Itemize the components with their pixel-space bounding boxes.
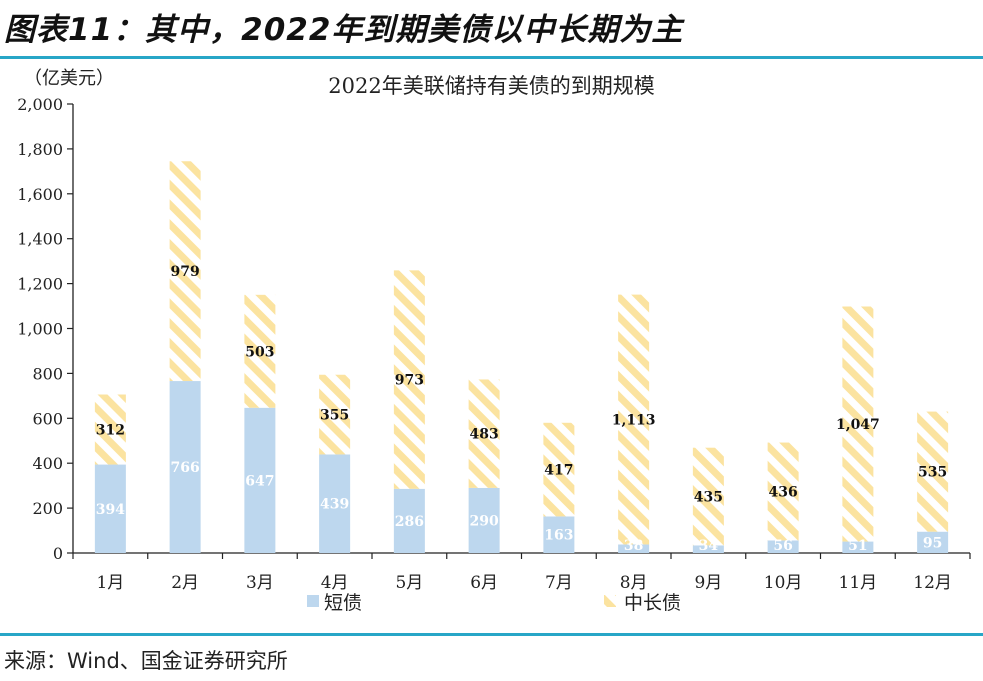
bar-long-term: [94, 394, 126, 465]
data-label-long-term: 436: [769, 484, 798, 500]
chart-legend: 短债 中长债: [307, 592, 681, 614]
data-label-long-term: 417: [544, 463, 573, 479]
bar-short-term: [393, 488, 425, 553]
data-label-long-term: 483: [470, 427, 499, 443]
bar-short-term: [169, 381, 201, 553]
data-label-long-term: 503: [245, 344, 274, 360]
data-label-long-term: 979: [171, 264, 200, 280]
chart-axes: 0 200 400 600 800 1,000 1,200 1,400 1,600 1,800 2,…: [17, 95, 971, 593]
bar-long-term: [842, 306, 874, 542]
bar-long-term: [244, 294, 276, 408]
bar-long-term: [917, 411, 949, 532]
y-tick-label: 1,000: [17, 320, 63, 339]
bar-short-term: [692, 545, 724, 553]
x-tick-label: 1月: [96, 573, 124, 593]
bar-long-term: [468, 379, 500, 488]
figure-title: 图表11：其中，2022年到期美债以中长期为主: [4, 12, 684, 48]
data-label-long-term: 1,113: [612, 413, 656, 429]
bar-long-term: [319, 374, 351, 455]
bar-short-term: [319, 454, 351, 553]
y-tick-label: 1,400: [17, 230, 63, 249]
y-tick-label: 400: [32, 454, 63, 473]
bar-short-term: [917, 531, 949, 553]
bar-short-term: [767, 540, 799, 553]
x-tick-label: 10月: [764, 573, 803, 593]
footer-rule: [0, 633, 983, 636]
bar-long-term: [618, 294, 650, 545]
y-tick-label: 800: [32, 364, 63, 383]
bar-short-term: [468, 487, 500, 553]
y-axis-unit-label: （亿美元）: [24, 68, 114, 89]
bar-long-term: [543, 422, 575, 517]
chart-title: 2022年美联储持有美债的到期规模: [328, 74, 655, 98]
data-label-long-term: 355: [320, 408, 349, 424]
bar-short-term: [842, 541, 874, 553]
y-tick-label: 600: [32, 409, 63, 428]
data-label-long-term: 312: [96, 423, 125, 439]
x-tick-label: 4月: [321, 573, 349, 593]
data-label-long-term: 973: [395, 373, 424, 389]
data-label-short-term: 766: [171, 460, 200, 476]
data-label-long-term: 535: [918, 465, 947, 481]
x-tick-label: 9月: [694, 573, 722, 593]
source-note: 来源：Wind、国金证券研究所: [4, 649, 288, 673]
legend-label-short-term: 短债: [324, 592, 362, 614]
bar-long-term: [692, 447, 724, 546]
data-label-short-term: 394: [96, 502, 125, 518]
stacked-bar-chart: 0 200 400 600 800 1,000 1,200 1,400 1,600 1,800 2,…: [17, 95, 971, 614]
bar-short-term: [618, 544, 650, 553]
y-tick-label: 1,800: [17, 140, 63, 159]
chart-data-labels: 394 312 766 979 647 503 439 355 286 973 290 483 163 4…: [96, 264, 947, 554]
legend-swatch-long-term: [604, 595, 616, 607]
bar-short-term: [543, 516, 575, 553]
data-label-short-term: 286: [395, 514, 424, 530]
legend-label-long-term: 中长债: [624, 592, 681, 614]
chart-bars: [94, 161, 949, 553]
bar-long-term: [393, 270, 425, 489]
data-label-short-term: 290: [470, 513, 499, 529]
data-label-short-term: 439: [320, 497, 349, 513]
y-tick-label: 2,000: [17, 95, 63, 114]
y-tick-label: 0: [53, 544, 63, 563]
data-label-short-term: 56: [773, 538, 792, 554]
x-tick-label: 2月: [171, 573, 199, 593]
bar-short-term: [94, 464, 126, 553]
data-label-short-term: 95: [923, 535, 942, 551]
bar-long-term: [767, 442, 799, 541]
x-tick-label: 5月: [395, 573, 423, 593]
x-tick-label: 12月: [913, 573, 952, 593]
data-label-long-term: 435: [694, 490, 723, 506]
data-label-long-term: 1,047: [836, 417, 880, 433]
x-tick-label: 8月: [620, 573, 648, 593]
y-tick-label: 1,600: [17, 185, 63, 204]
data-label-short-term: 34: [699, 538, 719, 554]
data-label-short-term: 163: [544, 528, 573, 544]
header-rule: [0, 56, 983, 59]
bar-short-term: [244, 407, 276, 553]
data-label-short-term: 647: [245, 473, 274, 489]
legend-swatch-short-term: [307, 595, 319, 607]
x-tick-label: 11月: [839, 573, 878, 593]
data-label-short-term: 51: [848, 538, 867, 554]
x-tick-label: 3月: [246, 573, 274, 593]
data-label-short-term: 38: [624, 538, 643, 554]
bar-long-term: [169, 161, 201, 382]
y-tick-label: 1,200: [17, 275, 63, 294]
figure-header: 图表11：其中，2022年到期美债以中长期为主: [0, 0, 983, 58]
x-tick-label: 6月: [470, 573, 498, 593]
x-tick-label: 7月: [545, 573, 573, 593]
y-tick-label: 200: [32, 499, 63, 518]
